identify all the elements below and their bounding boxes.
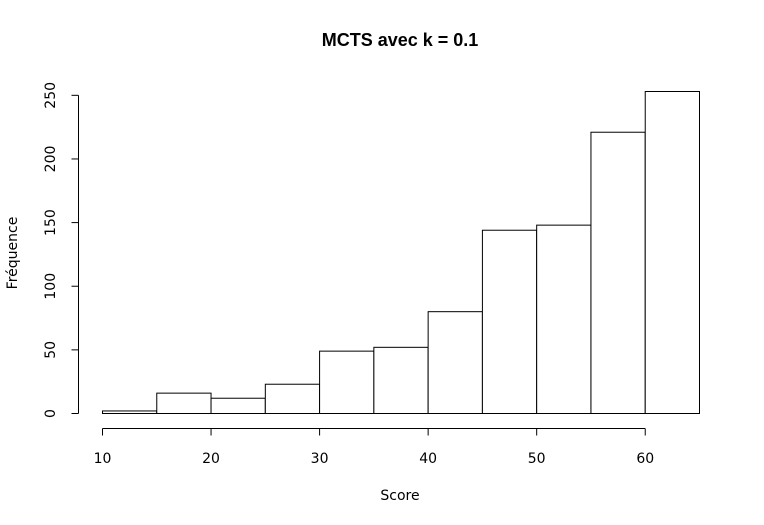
histogram-bar bbox=[264, 383, 321, 414]
histogram-bar bbox=[590, 131, 646, 415]
y-tick-label: 0 bbox=[43, 409, 59, 418]
y-tick-label: 200 bbox=[43, 146, 59, 173]
histogram-bar bbox=[373, 346, 429, 414]
y-tick-label: 250 bbox=[43, 82, 59, 109]
histogram-bar bbox=[102, 410, 158, 415]
x-tick-label: 30 bbox=[311, 451, 329, 467]
histogram-bar bbox=[319, 350, 375, 414]
y-axis: 0 50 100 150 200 250 bbox=[43, 82, 79, 418]
chart-title: MCTS avec k = 0.1 bbox=[322, 30, 479, 50]
x-axis-label: Score bbox=[380, 488, 419, 504]
y-axis-label: Fréquence bbox=[5, 217, 21, 290]
histogram-bar bbox=[536, 224, 592, 414]
y-tick-label: 100 bbox=[43, 273, 59, 300]
histogram-bar bbox=[427, 311, 483, 415]
histogram-bar bbox=[644, 91, 701, 414]
x-tick-label: 10 bbox=[94, 451, 112, 467]
histogram-bar bbox=[210, 397, 266, 414]
histogram-bar bbox=[156, 392, 212, 414]
y-tick-label: 50 bbox=[43, 341, 59, 359]
y-tick-label: 150 bbox=[43, 209, 59, 236]
bars-group bbox=[102, 91, 701, 415]
histogram-bar bbox=[481, 229, 538, 414]
x-tick-label: 40 bbox=[419, 451, 437, 467]
x-tick-label: 60 bbox=[636, 451, 654, 467]
x-tick-label: 20 bbox=[202, 451, 220, 467]
x-tick-label: 50 bbox=[528, 451, 546, 467]
x-axis: 10 20 30 40 50 60 bbox=[94, 428, 654, 467]
